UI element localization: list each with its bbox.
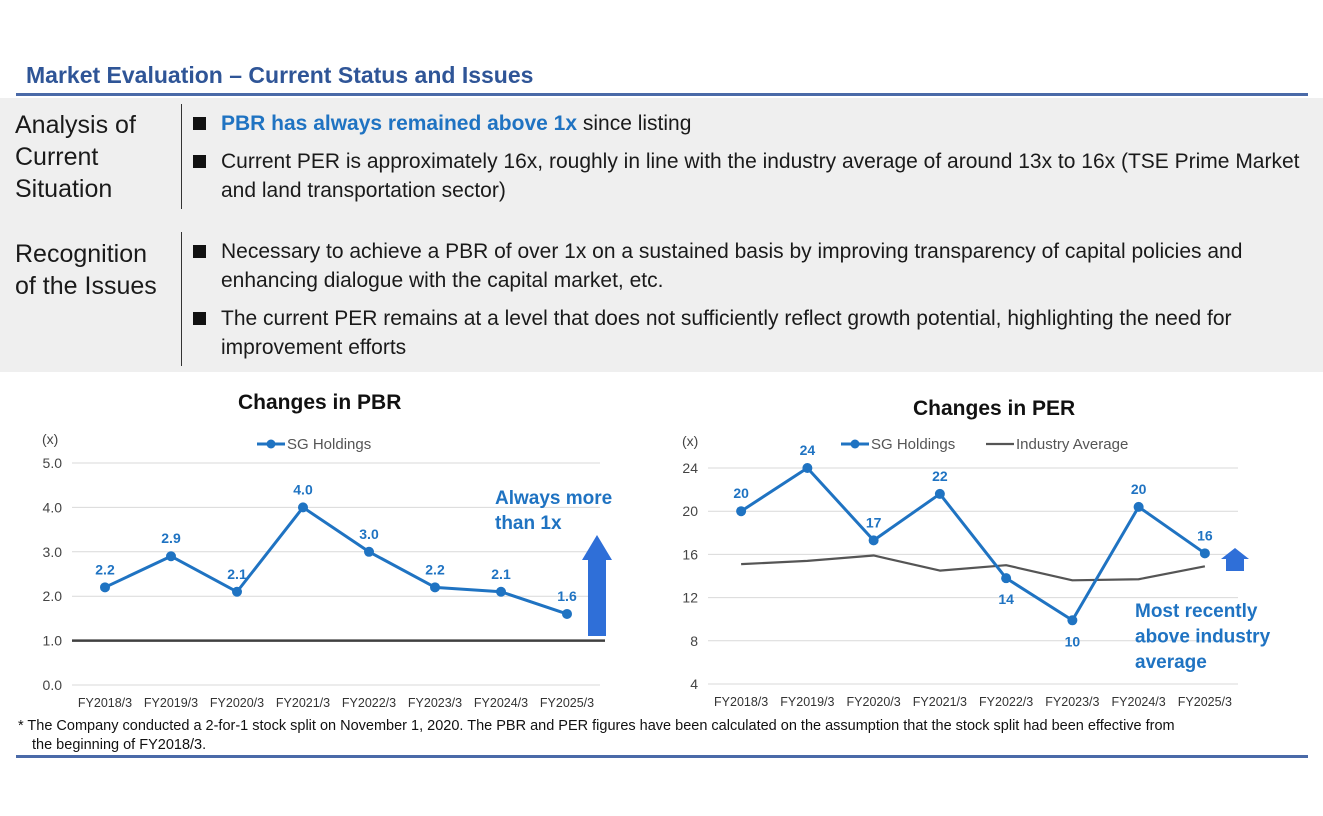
data-point: [298, 502, 308, 513]
x-tick-label: FY2024/3: [1112, 695, 1166, 709]
y-tick-label: 12: [682, 590, 698, 606]
up-arrow-icon: [1221, 548, 1249, 571]
square-bullet-icon: [193, 117, 206, 130]
series-line-sg-holdings: [104, 505, 568, 616]
x-tick-label: FY2021/3: [276, 696, 330, 710]
y-unit-label: (x): [42, 431, 58, 447]
x-tick-label: FY2025/3: [540, 696, 594, 710]
x-tick-label: FY2021/3: [913, 695, 967, 709]
section-label-issues: Recognition of the Issues: [15, 240, 157, 300]
y-tick-label: 4.0: [43, 499, 63, 515]
y-tick-label: 5.0: [43, 455, 63, 471]
bullet-item: Necessary to achieve a PBR of over 1x on…: [193, 238, 1293, 298]
legend-marker: [850, 439, 860, 449]
annotation-text: Most recently: [1135, 601, 1258, 622]
data-label: 14: [998, 591, 1014, 607]
section-divider: [181, 232, 182, 366]
bullet-item: Current PER is approximately 16x, roughl…: [193, 148, 1300, 208]
x-tick-label: FY2018/3: [714, 695, 768, 709]
legend-label: Industry Average: [1016, 436, 1128, 453]
data-label: 20: [733, 485, 749, 501]
data-point: [1001, 573, 1012, 584]
y-tick-label: 2.0: [43, 588, 63, 604]
y-tick-label: 20: [682, 503, 698, 519]
x-tick-label: FY2018/3: [78, 696, 132, 710]
data-label: 2.2: [425, 561, 445, 577]
x-tick-label: FY2020/3: [210, 696, 264, 710]
data-point: [562, 608, 572, 619]
data-point: [1199, 548, 1210, 559]
series-line-sg-holdings: [740, 466, 1206, 622]
y-tick-label: 8: [690, 633, 698, 649]
data-point: [364, 546, 374, 557]
data-point: [934, 488, 945, 499]
title-divider: [16, 93, 1308, 96]
pbr-chart-title: Changes in PBR: [238, 391, 402, 414]
data-point: [1067, 615, 1078, 626]
bullet-item: PBR has always remained above 1x since l…: [193, 110, 1293, 140]
square-bullet-icon: [193, 155, 206, 168]
legend-marker: [266, 439, 276, 449]
data-point: [1133, 501, 1144, 512]
data-point: [430, 582, 440, 593]
section-label-analysis: Analysis of Current Situation: [15, 111, 136, 203]
annotation-text: than 1x: [495, 513, 562, 534]
data-label: 3.0: [359, 526, 379, 542]
y-tick-label: 0.0: [43, 677, 63, 693]
bullet-item: The current PER remains at a level that …: [193, 305, 1293, 365]
page-title: Market Evaluation – Current Status and I…: [26, 62, 534, 88]
data-label: 22: [932, 468, 948, 484]
data-point: [232, 586, 242, 597]
x-tick-label: FY2022/3: [979, 695, 1033, 709]
series-line-industry-average: [741, 554, 1206, 582]
data-label: 16: [1197, 527, 1213, 543]
data-label: 2.9: [161, 530, 181, 546]
annotation-text: average: [1135, 652, 1207, 673]
per-chart: 4 8 12 16 20 24 (x) FY2018/3 FY2019/3 FY2020/3 FY2…: [682, 433, 1271, 709]
data-label: 20: [1131, 481, 1147, 497]
y-unit-label: (x): [682, 433, 698, 449]
data-label: 2.1: [491, 566, 511, 582]
x-tick-label: FY2025/3: [1178, 695, 1232, 709]
data-point: [166, 551, 176, 562]
x-tick-label: FY2023/3: [408, 696, 462, 710]
y-tick-label: 4: [690, 676, 698, 692]
data-point: [736, 506, 747, 517]
x-tick-label: FY2019/3: [144, 696, 198, 710]
section-divider: [181, 104, 182, 209]
square-bullet-icon: [193, 245, 206, 258]
data-label: 2.1: [227, 566, 247, 582]
data-label: 10: [1065, 633, 1081, 649]
y-tick-label: 1.0: [43, 633, 63, 649]
analysis-panel: Analysis of Current Situation PBR has al…: [0, 98, 1323, 372]
x-tick-label: FY2022/3: [342, 696, 396, 710]
data-label: 1.6: [557, 588, 577, 604]
data-point: [868, 535, 879, 546]
y-tick-label: 16: [682, 546, 698, 562]
square-bullet-icon: [193, 312, 206, 325]
pbr-chart: 0.0 1.0 2.0 3.0 4.0 5.0 (x) FY2018/3 FY2019/3 FY2…: [42, 431, 612, 710]
up-arrow-icon: [582, 535, 612, 636]
data-label: 2.2: [95, 561, 115, 577]
data-point: [496, 586, 506, 597]
data-label: 4.0: [293, 481, 313, 497]
y-tick-label: 24: [682, 460, 698, 476]
data-point: [802, 463, 813, 473]
annotation-text: above industry: [1135, 627, 1271, 648]
y-tick-label: 3.0: [43, 544, 63, 560]
per-chart-title: Changes in PER: [913, 397, 1076, 420]
legend-label: SG Holdings: [871, 436, 955, 453]
x-tick-label: FY2019/3: [780, 695, 834, 709]
legend-label: SG Holdings: [287, 436, 371, 453]
bottom-divider: [16, 755, 1308, 758]
data-point: [100, 582, 110, 593]
x-tick-label: FY2020/3: [847, 695, 901, 709]
footnote: * The Company conducted a 2-for-1 stock …: [18, 718, 1175, 753]
annotation-text: Always more: [495, 488, 612, 509]
data-label: 17: [866, 514, 882, 530]
x-tick-label: FY2024/3: [474, 696, 528, 710]
data-label: 24: [800, 442, 816, 458]
x-tick-label: FY2023/3: [1045, 695, 1099, 709]
